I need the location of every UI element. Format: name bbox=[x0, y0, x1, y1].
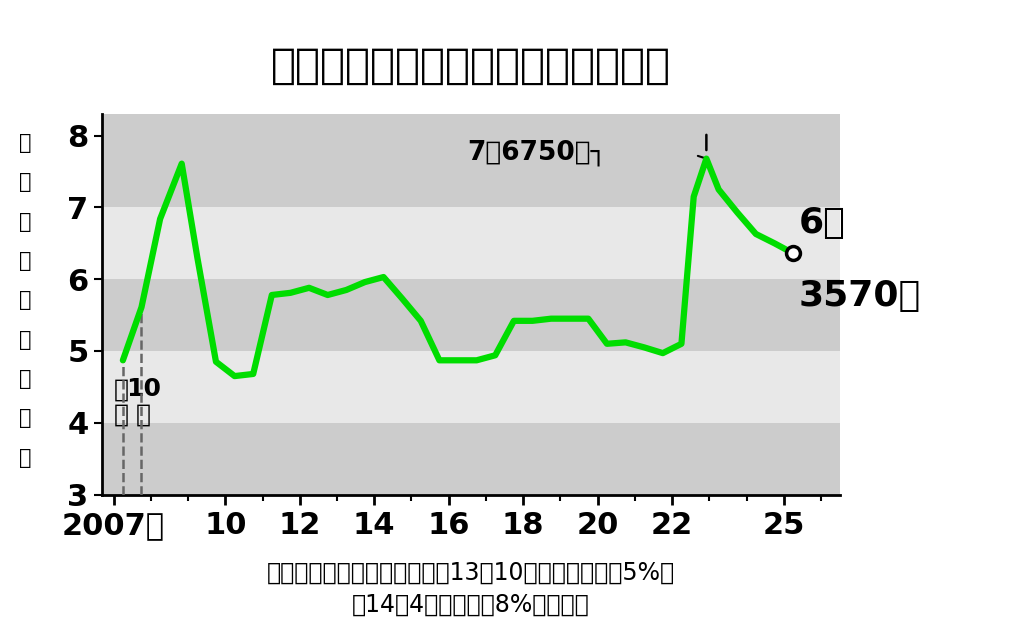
Text: 当: 当 bbox=[19, 251, 32, 271]
Text: 3570円: 3570円 bbox=[799, 279, 921, 313]
Text: ト: ト bbox=[19, 172, 32, 193]
Text: 万: 万 bbox=[19, 408, 32, 429]
Text: 月: 月 bbox=[136, 403, 151, 426]
Bar bbox=[102, 114, 840, 207]
Text: 円: 円 bbox=[19, 448, 32, 468]
Text: ン: ン bbox=[19, 212, 32, 232]
Text: （注）農林水産省資料から。13年10月以前は消費税5%、: （注）農林水産省資料から。13年10月以前は消費税5%、 bbox=[267, 561, 675, 585]
Text: 月: 月 bbox=[114, 403, 129, 426]
Text: ４: ４ bbox=[114, 377, 129, 401]
Text: り: り bbox=[19, 330, 32, 350]
Text: 6万: 6万 bbox=[799, 205, 846, 240]
Text: ・: ・ bbox=[19, 369, 32, 389]
Text: １: １ bbox=[19, 133, 32, 153]
Text: 10: 10 bbox=[126, 377, 161, 401]
Bar bbox=[102, 423, 840, 495]
Bar bbox=[102, 279, 840, 351]
Text: 7万6750円┐: 7万6750円┐ bbox=[467, 139, 607, 165]
Text: 輸入小麦の政府売り渡し価格の推移: 輸入小麦の政府売り渡し価格の推移 bbox=[271, 44, 671, 86]
Text: た: た bbox=[19, 290, 32, 311]
Text: 14年4月以降は同8%含む価格: 14年4月以降は同8%含む価格 bbox=[352, 593, 590, 617]
